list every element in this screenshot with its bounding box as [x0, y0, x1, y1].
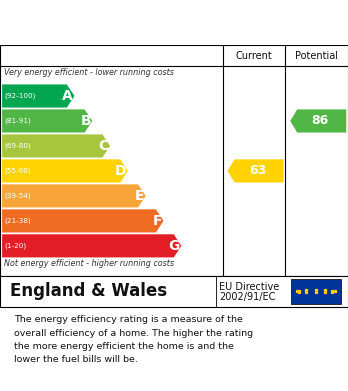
Polygon shape — [290, 109, 346, 133]
Text: (55-68): (55-68) — [4, 168, 31, 174]
Polygon shape — [228, 160, 284, 183]
Text: 63: 63 — [249, 165, 266, 178]
Polygon shape — [2, 135, 110, 158]
Text: A: A — [62, 89, 73, 103]
Text: The energy efficiency rating is a measure of the
overall efficiency of a home. T: The energy efficiency rating is a measur… — [14, 315, 253, 364]
Text: England & Wales: England & Wales — [10, 282, 168, 300]
Text: Energy Efficiency Rating: Energy Efficiency Rating — [60, 13, 288, 32]
Text: B: B — [80, 114, 91, 128]
Text: E: E — [135, 189, 144, 203]
Text: (69-80): (69-80) — [4, 143, 31, 149]
Polygon shape — [2, 160, 128, 183]
Polygon shape — [2, 109, 92, 133]
Text: EU Directive: EU Directive — [219, 282, 279, 292]
Polygon shape — [2, 209, 164, 233]
Text: (39-54): (39-54) — [4, 193, 31, 199]
Text: Not energy efficient - higher running costs: Not energy efficient - higher running co… — [4, 259, 174, 268]
Text: Current: Current — [236, 50, 272, 61]
Polygon shape — [2, 234, 181, 257]
Text: Very energy efficient - lower running costs: Very energy efficient - lower running co… — [4, 68, 174, 77]
FancyBboxPatch shape — [291, 279, 341, 304]
Text: 2002/91/EC: 2002/91/EC — [219, 292, 276, 302]
Text: 86: 86 — [311, 115, 329, 127]
Text: F: F — [153, 214, 162, 228]
Polygon shape — [2, 184, 146, 208]
Text: (81-91): (81-91) — [4, 118, 31, 124]
Polygon shape — [2, 84, 74, 108]
Text: (1-20): (1-20) — [4, 242, 26, 249]
Text: C: C — [98, 139, 109, 153]
Text: Potential: Potential — [295, 50, 338, 61]
Text: D: D — [115, 164, 127, 178]
Text: G: G — [169, 239, 180, 253]
Text: (92-100): (92-100) — [4, 93, 35, 99]
Text: (21-38): (21-38) — [4, 218, 31, 224]
